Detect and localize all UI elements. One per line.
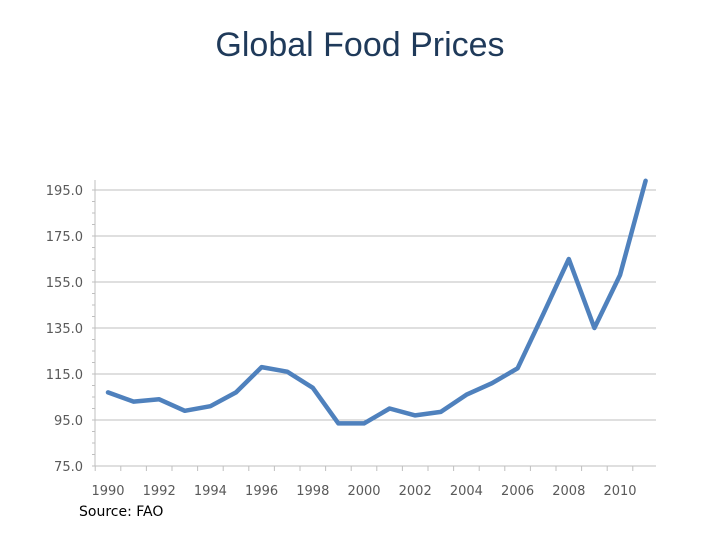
x-tick-label: 1994 — [194, 484, 227, 499]
y-tick-label: 75.0 — [54, 460, 83, 475]
y-tick-label: 175.0 — [46, 230, 83, 245]
y-tick-label: 115.0 — [46, 368, 83, 383]
y-tick-label: 155.0 — [46, 276, 83, 291]
data-point — [465, 394, 467, 396]
data-point — [491, 382, 493, 384]
y-tick-label: 195.0 — [46, 184, 83, 199]
data-point — [619, 274, 621, 276]
x-tick-label: 2010 — [603, 484, 636, 499]
data-point — [517, 367, 519, 369]
x-tick-label: 2000 — [347, 484, 380, 499]
data-point — [593, 327, 595, 329]
data-point — [286, 371, 288, 373]
data-point — [645, 180, 647, 182]
data-point — [107, 391, 109, 393]
y-tick-label: 135.0 — [46, 322, 83, 337]
x-tick-label: 2004 — [450, 484, 483, 499]
data-point — [337, 422, 339, 424]
data-point — [363, 422, 365, 424]
x-tick-label: 1990 — [91, 484, 124, 499]
data-point — [542, 313, 544, 315]
x-tick-label: 2008 — [552, 484, 585, 499]
data-point — [184, 410, 186, 412]
x-tick-label: 1998 — [296, 484, 329, 499]
data-point — [158, 398, 160, 400]
series-line — [105, 178, 648, 426]
data-point — [235, 391, 237, 393]
x-tick-label: 2002 — [399, 484, 432, 499]
x-tick-label: 1996 — [245, 484, 278, 499]
source-note: Source: FAO — [79, 504, 164, 520]
data-point — [133, 401, 135, 403]
data-point — [389, 408, 391, 409]
data-point — [261, 366, 263, 368]
data-point — [312, 387, 314, 389]
x-tick-label: 2006 — [501, 484, 534, 499]
data-point — [209, 405, 211, 407]
y-tick-label: 95.0 — [54, 414, 83, 429]
x-tick-label: 1992 — [143, 484, 176, 499]
data-point — [568, 258, 570, 260]
chart-title: Global Food Prices — [215, 26, 505, 64]
data-point — [440, 411, 442, 413]
data-point — [414, 414, 416, 416]
